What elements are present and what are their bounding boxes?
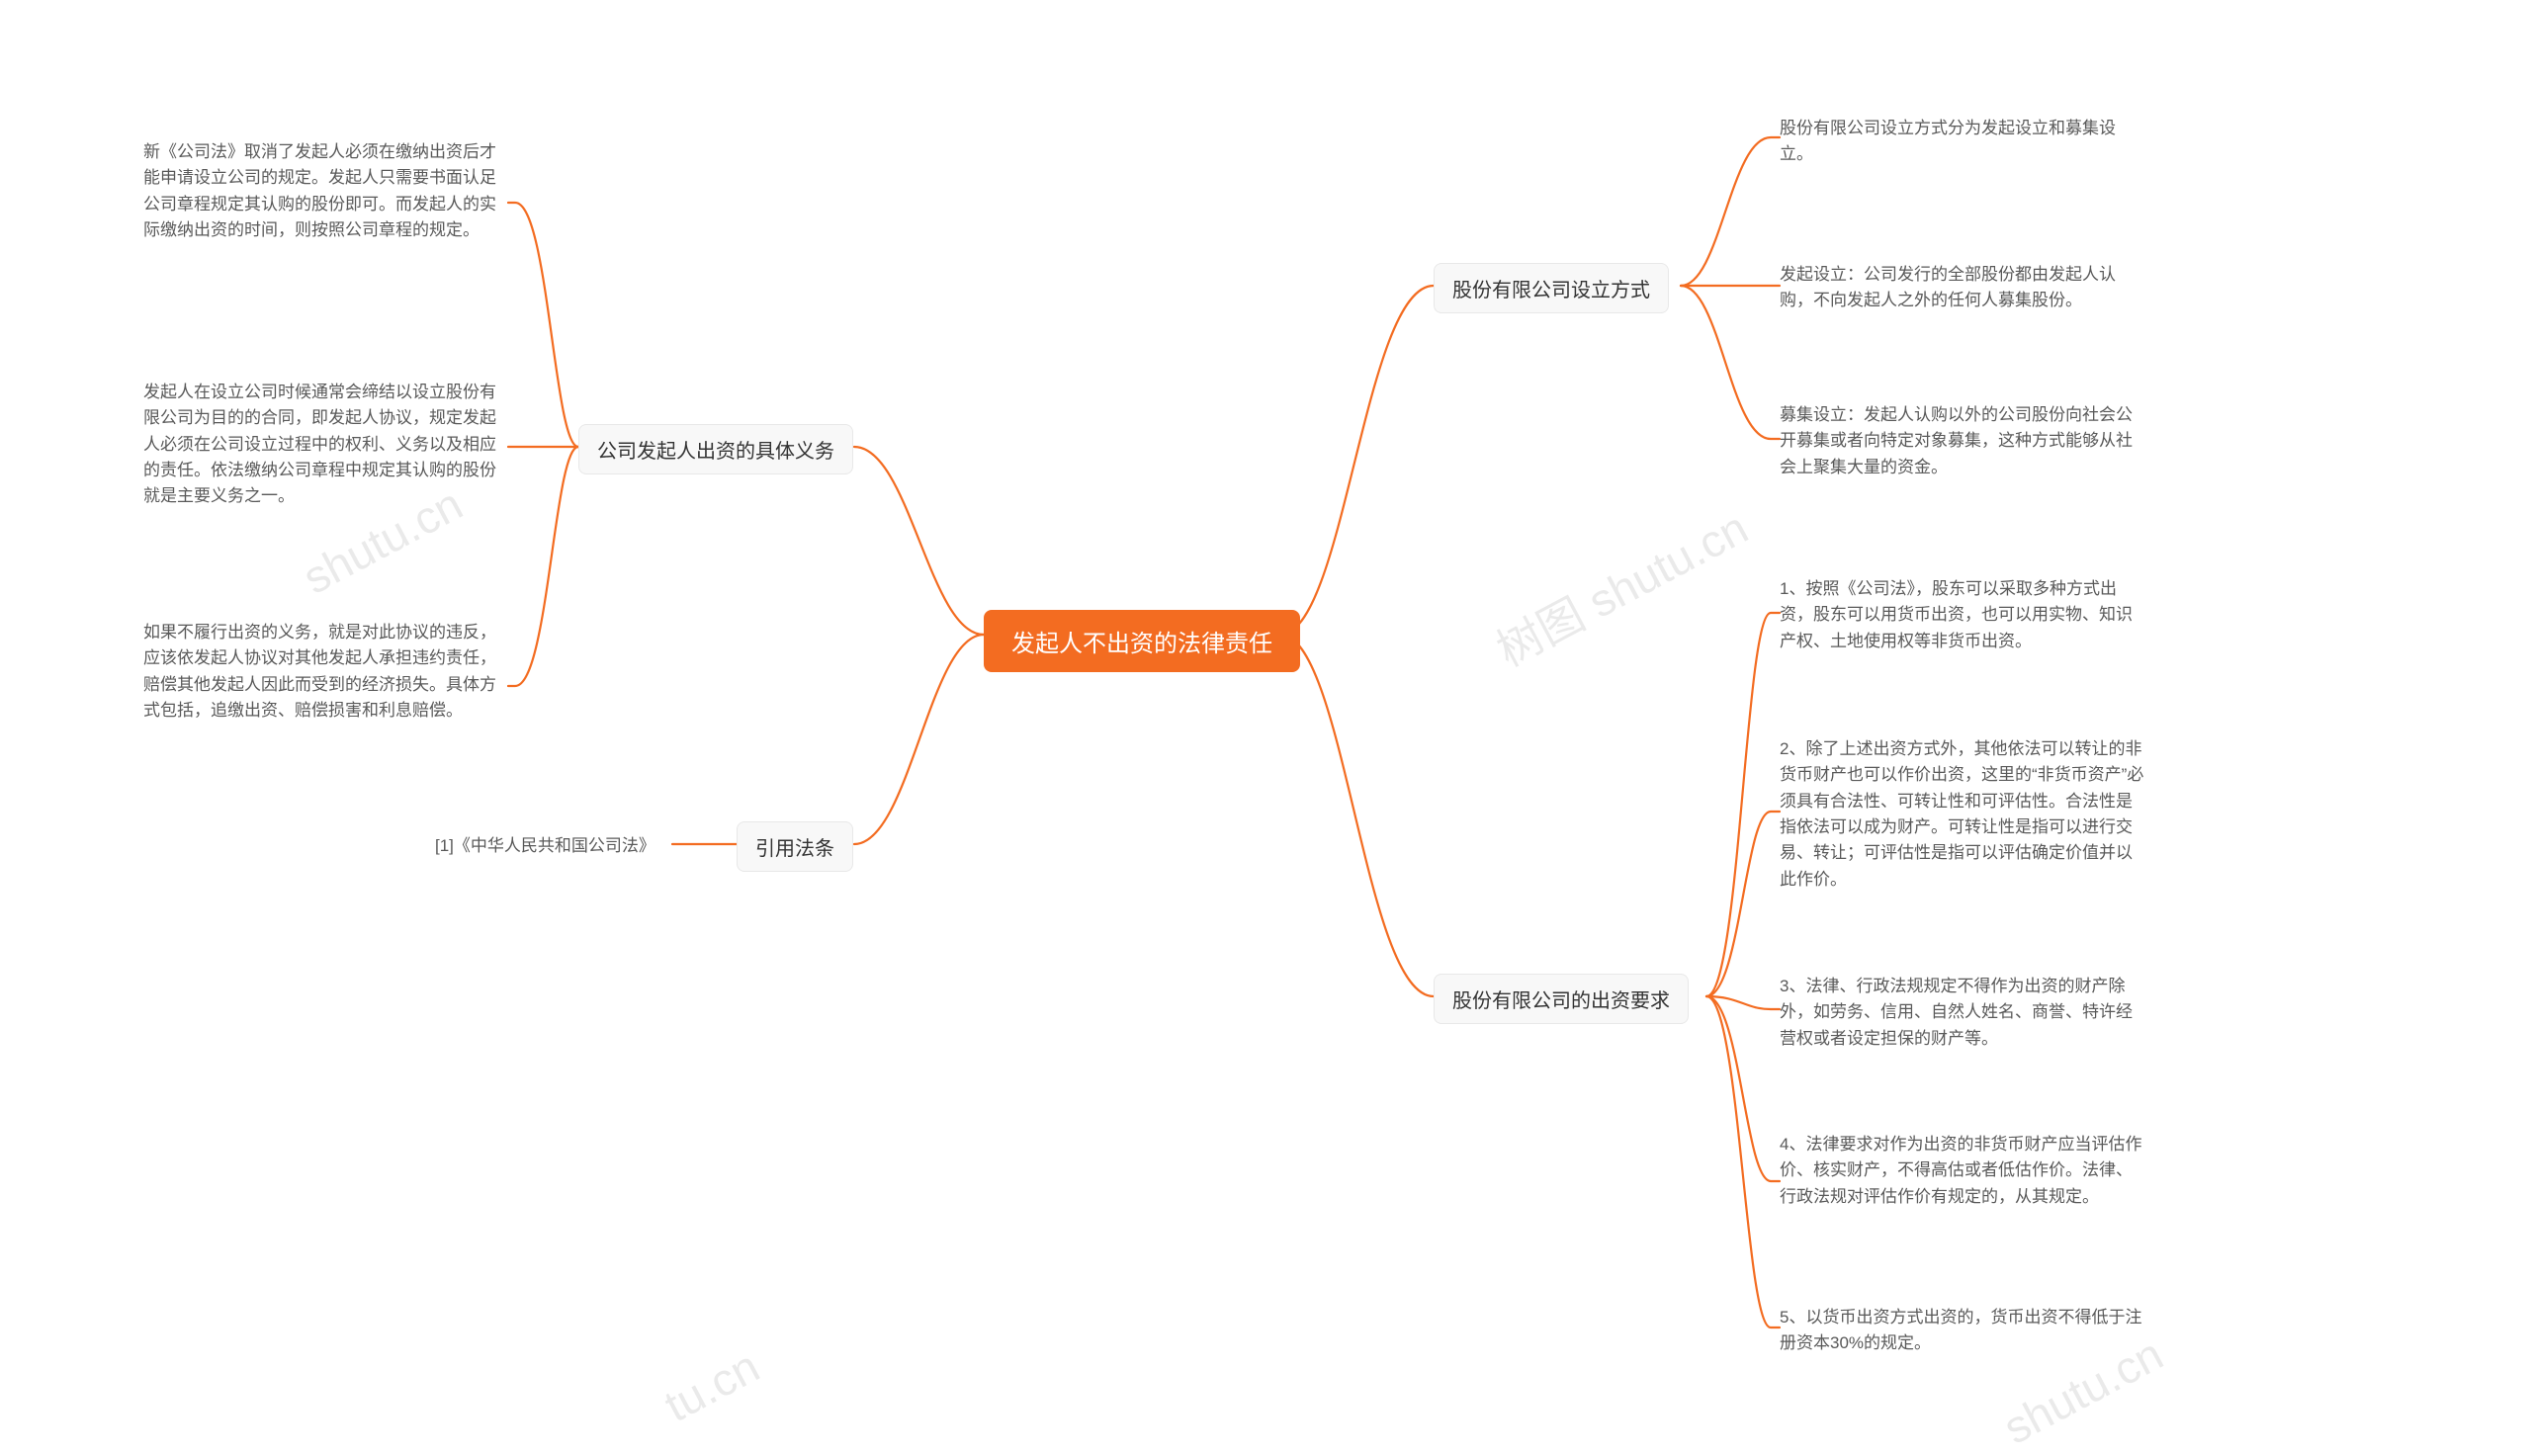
leaf-l1-2: 如果不履行出资的义务，就是对此协议的违反，应该依发起人协议对其他发起人承担违约责…	[143, 620, 509, 724]
connector-line	[1280, 286, 1434, 635]
connector-line	[508, 447, 578, 686]
connector-line	[854, 447, 984, 635]
connector-line	[1280, 635, 1434, 996]
leaf-r2-3: 4、法律要求对作为出资的非货币财产应当评估作价、核实财产，不得高估或者低估作价。…	[1780, 1132, 2145, 1210]
leaf-l1-1: 发起人在设立公司时候通常会缔结以设立股份有限公司为目的的合同，即发起人协议，规定…	[143, 380, 509, 510]
connector-line	[508, 203, 578, 447]
connector-line	[854, 635, 984, 844]
connector-line	[1706, 812, 1780, 996]
branch-l1[interactable]: 公司发起人出资的具体义务	[578, 424, 853, 474]
leaf-l2-0: [1]《中华人民共和国公司法》	[435, 833, 655, 859]
leaf-r2-1: 2、除了上述出资方式外，其他依法可以转让的非货币财产也可以作价出资，这里的“非货…	[1780, 736, 2145, 893]
leaf-r2-0: 1、按照《公司法》，股东可以采取多种方式出资，股东可以用货币出资，也可以用实物、…	[1780, 576, 2145, 654]
leaf-r1-1: 发起设立：公司发行的全部股份都由发起人认购，不向发起人之外的任何人募集股份。	[1780, 262, 2145, 314]
watermark-0: 树图 shutu.cn	[1484, 492, 1758, 679]
leaf-r2-4: 5、以货币出资方式出资的，货币出资不得低于注册资本30%的规定。	[1780, 1305, 2145, 1357]
watermark-2: tu.cn	[655, 1339, 767, 1433]
leaf-r1-2: 募集设立：发起人认购以外的公司股份向社会公开募集或者向特定对象募集，这种方式能够…	[1780, 402, 2145, 480]
branch-r2[interactable]: 股份有限公司的出资要求	[1434, 974, 1689, 1024]
leaf-l1-0: 新《公司法》取消了发起人必须在缴纳出资后才能申请设立公司的规定。发起人只需要书面…	[143, 139, 509, 243]
leaf-r1-0: 股份有限公司设立方式分为发起设立和募集设立。	[1780, 116, 2145, 168]
branch-l2[interactable]: 引用法条	[737, 821, 853, 872]
leaf-r2-2: 3、法律、行政法规规定不得作为出资的财产除外，如劳务、信用、自然人姓名、商誉、特…	[1780, 974, 2145, 1052]
connector-line	[1706, 996, 1780, 1181]
mindmap-root[interactable]: 发起人不出资的法律责任	[984, 610, 1300, 672]
connector-line	[1681, 286, 1780, 439]
connector-line	[1681, 137, 1780, 286]
branch-r1[interactable]: 股份有限公司设立方式	[1434, 263, 1669, 313]
connector-line	[1706, 613, 1780, 996]
connector-line	[1706, 996, 1780, 1009]
connector-line	[1706, 996, 1780, 1328]
